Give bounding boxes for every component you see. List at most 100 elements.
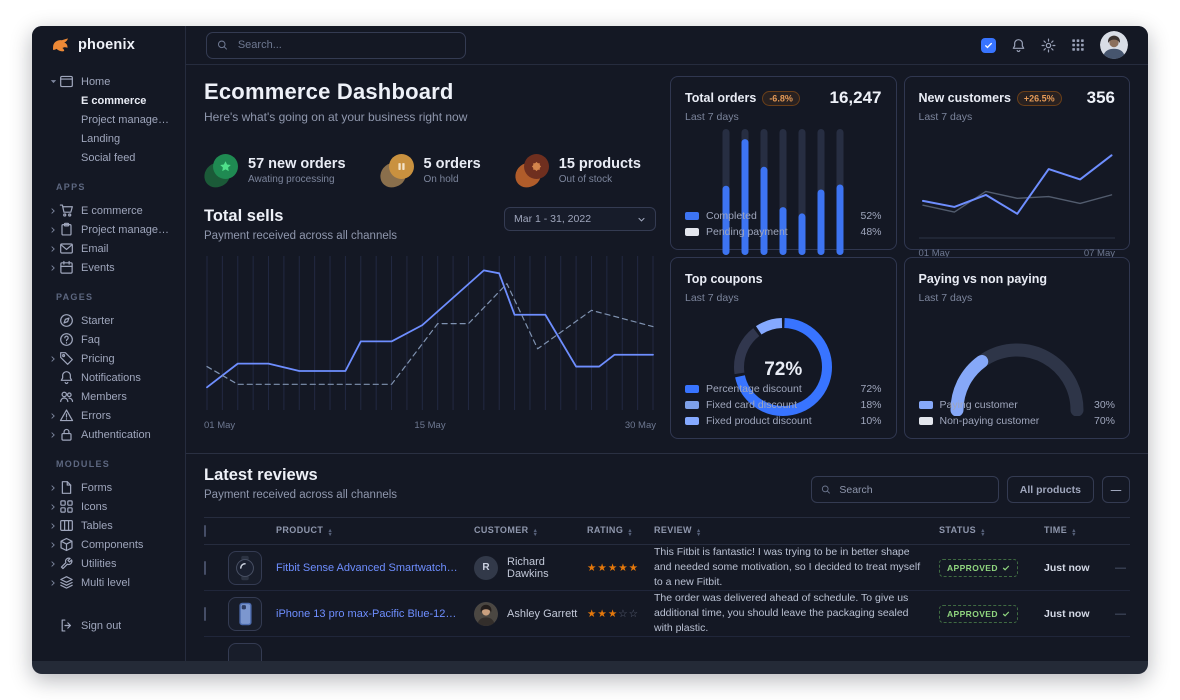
product-link[interactable]: iPhone 13 pro max-Pacific Blue-128GB sto… — [276, 607, 474, 620]
compass-icon — [59, 313, 74, 328]
sidebar-nav: Home E commerce Project management Landing S… — [32, 64, 185, 635]
reviews-search[interactable] — [810, 476, 999, 503]
sidebar-item-authentication[interactable]: Authentication — [49, 425, 177, 444]
column-header-time[interactable]: TIME ▲ ▼ — [1044, 525, 1109, 538]
row-checkbox[interactable] — [204, 560, 206, 575]
sidebar-item-notifications[interactable]: Notifications — [49, 368, 177, 387]
legend-value: 10% — [860, 415, 882, 427]
sidebar-item-icons[interactable]: Icons — [49, 497, 177, 516]
status-cell: APPROVED — [939, 604, 1044, 623]
cube-icon — [59, 537, 74, 552]
customer-cell: R Richard Dawkins — [474, 555, 587, 580]
product-link[interactable]: Fitbit Sense Advanced Smartwatch with To… — [276, 561, 474, 574]
sidebar-item-project-management[interactable]: Project management — [49, 220, 177, 239]
sidebar-item-faq[interactable]: Faq — [49, 330, 177, 349]
total-sells-chart: 01 May 15 May 30 May — [204, 254, 656, 431]
table-row-partial — [204, 637, 1130, 661]
brand-logo[interactable]: phoenix — [32, 26, 185, 64]
paying-card: Paying vs non paying Last 7 days Paying … — [903, 257, 1130, 439]
paying-gauge-chart — [919, 316, 1116, 416]
row-menu-button[interactable]: — — [1115, 561, 1126, 574]
sidebar-item-forms[interactable]: Forms — [49, 478, 177, 497]
theme-toggle-icon[interactable] — [981, 37, 996, 53]
sidebar-item-label: Home — [81, 75, 111, 88]
orders-legend: Completed 52% Pending payment 48% — [685, 208, 882, 240]
sidebar-item-e-commerce[interactable]: E commerce — [49, 201, 177, 220]
stat-text: 5 orders On hold — [424, 156, 481, 185]
sidebar-item-utilities[interactable]: Utilities — [49, 554, 177, 573]
sidebar-item-label: Components — [81, 538, 144, 551]
topbar — [186, 26, 1148, 65]
page-subtitle: Here's what's going on at your business … — [204, 110, 468, 124]
date-range-select[interactable]: Mar 1 - 31, 2022 — [504, 207, 656, 231]
select-all-checkbox[interactable] — [204, 525, 206, 537]
row-checkbox[interactable] — [204, 606, 206, 621]
table-icon — [59, 518, 74, 533]
sort-icon[interactable]: ▲ ▼ — [327, 528, 334, 538]
sidebar-item-home[interactable]: Home — [49, 72, 177, 91]
customer-avatar — [474, 601, 498, 626]
legend-label: Pending payment — [706, 226, 788, 238]
sort-icon[interactable]: ▲ ▼ — [627, 528, 634, 538]
legend-item: Completed 52% — [685, 208, 882, 224]
column-header-rating[interactable]: RATING ▲ ▼ — [587, 525, 654, 538]
lock-icon — [59, 427, 74, 442]
sidebar-item-label: Sign out — [81, 619, 122, 632]
sidebar-item-errors[interactable]: Errors — [49, 406, 177, 425]
coupons-legend: Percentage discount 72% Fixed card discoun… — [685, 381, 882, 429]
sidebar-item-events[interactable]: Events — [49, 258, 177, 277]
search-icon — [821, 485, 830, 494]
global-search[interactable] — [206, 31, 466, 59]
sidebar-item-label: Pricing — [81, 352, 115, 365]
more-options-button[interactable]: — — [1102, 476, 1130, 503]
card-value: 16,247 — [829, 88, 882, 107]
sidebar-item-social-feed[interactable]: Social feed — [49, 148, 177, 167]
sidebar-item-email[interactable]: Email — [49, 239, 177, 258]
sidebar-item-tables[interactable]: Tables — [49, 516, 177, 535]
thumb-cell — [228, 550, 276, 585]
sidebar-item-members[interactable]: Members — [49, 387, 177, 406]
legend-value: 70% — [1093, 415, 1115, 427]
column-label: RATING — [587, 525, 624, 535]
sort-icon[interactable]: ▲ ▼ — [695, 528, 702, 538]
rating-stars: ★★★★★ — [587, 561, 640, 574]
customer-cell: Ashley Garrett — [474, 601, 587, 626]
customer-name: Richard Dawkins — [507, 555, 549, 580]
column-header-product[interactable]: PRODUCT ▲ ▼ — [276, 525, 474, 538]
sidebar-item-landing[interactable]: Landing — [49, 129, 177, 148]
row-menu-button[interactable]: — — [1115, 607, 1126, 620]
user-avatar[interactable] — [1100, 31, 1128, 59]
notifications-bell-icon[interactable] — [1011, 38, 1026, 53]
bell-icon — [59, 370, 74, 385]
chevron-icon — [49, 579, 59, 587]
legend-value: 52% — [860, 210, 882, 222]
stat-awating-processing: 57 new orders Awating processing — [200, 150, 346, 191]
sidebar-item-starter[interactable]: Starter — [49, 311, 177, 330]
sort-icon[interactable]: ▲ ▼ — [980, 528, 986, 538]
legend-label: Fixed card discount — [706, 399, 798, 411]
x-tick: 15 May — [414, 420, 446, 431]
column-header-review[interactable]: REVIEW ▲ ▼ — [654, 525, 939, 538]
column-header-status[interactable]: STATUS ▲ ▼ — [939, 525, 1044, 538]
sidebar-item-project-management[interactable]: Project management — [49, 110, 177, 129]
x-tick: 07 May — [1083, 248, 1115, 259]
chevron-down-icon — [638, 217, 645, 222]
sidebar-item-label: Notifications — [81, 371, 141, 384]
settings-gear-icon[interactable] — [1041, 38, 1056, 53]
sort-icon[interactable]: ▲ ▼ — [532, 528, 539, 538]
row-checkbox-cell — [204, 560, 228, 575]
apps-grid-icon[interactable] — [1071, 38, 1085, 52]
burst-icon — [511, 153, 549, 191]
search-input[interactable] — [235, 38, 455, 52]
sidebar-item-sign-out[interactable]: Sign out — [49, 616, 177, 635]
sidebar-item-multi-level[interactable]: Multi level — [49, 573, 177, 592]
sidebar-item-e-commerce[interactable]: E commerce — [49, 91, 177, 110]
clipboard-icon — [59, 222, 74, 237]
app-window: phoenix Home E commerce Project management… — [32, 26, 1148, 674]
all-products-button[interactable]: All products — [1006, 476, 1094, 503]
reviews-search-input[interactable] — [837, 482, 989, 497]
sidebar-item-pricing[interactable]: Pricing — [49, 349, 177, 368]
sort-icon[interactable]: ▲ ▼ — [1071, 528, 1077, 538]
sidebar-item-components[interactable]: Components — [49, 535, 177, 554]
column-header-customer[interactable]: CUSTOMER ▲ ▼ — [474, 525, 587, 538]
